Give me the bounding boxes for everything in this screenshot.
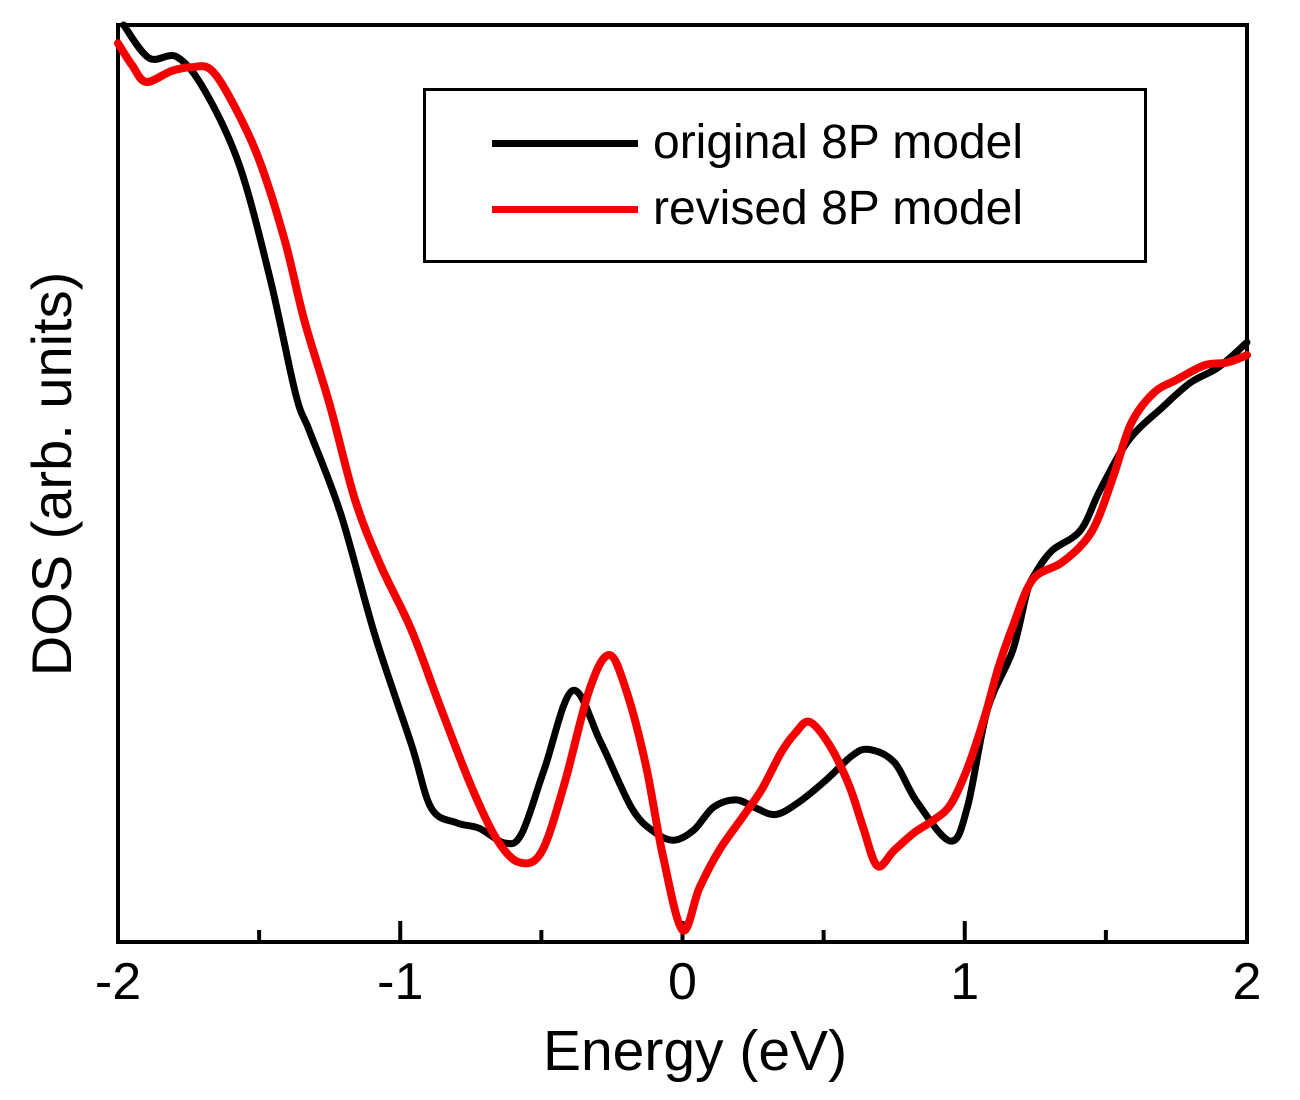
legend: original 8P model revised 8P model <box>423 88 1147 263</box>
legend-item-label: original 8P model <box>653 116 1024 169</box>
legend-item-label: revised 8P model <box>653 182 1023 235</box>
x-axis-label: Energy (eV) <box>542 1019 848 1083</box>
x-tick-label: 2 <box>1232 953 1262 1011</box>
legend-row: original 8P model <box>426 110 1144 176</box>
y-axis-label: DOS (arb. units) <box>20 271 83 677</box>
revised-8p-model-curve <box>114 39 1251 935</box>
legend-row: revised 8P model <box>426 176 1144 242</box>
legend-line-sample <box>492 205 638 213</box>
x-tick-label: 0 <box>668 953 697 1011</box>
plot-frame <box>116 23 1249 944</box>
x-tick-label: -2 <box>94 953 142 1011</box>
legend-line-sample <box>492 139 638 147</box>
x-tick-label: 1 <box>950 953 980 1011</box>
x-tick-label: -1 <box>377 953 424 1011</box>
